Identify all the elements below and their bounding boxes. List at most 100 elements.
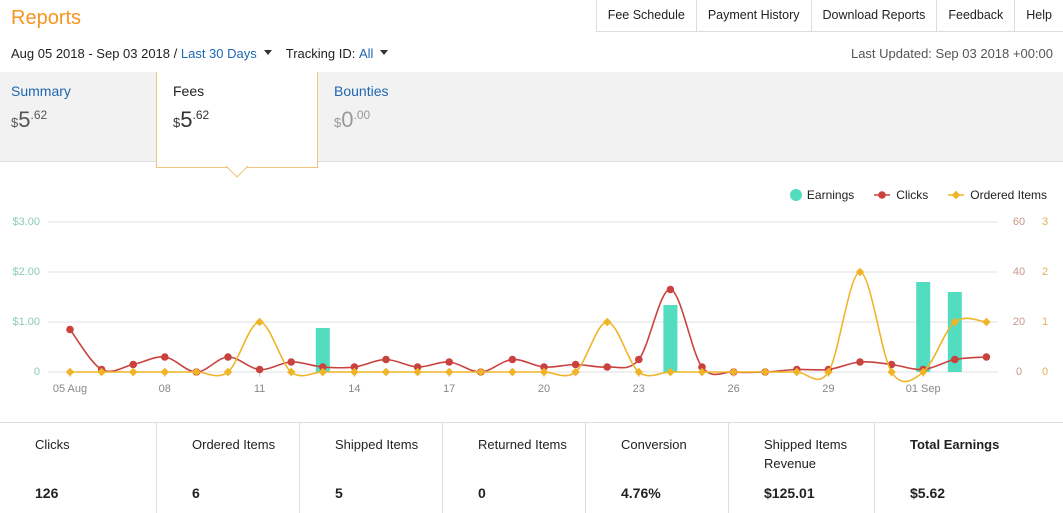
toolbar: Aug 05 2018 - Sep 03 2018 / Last 30 Days… xyxy=(11,46,392,61)
x-tick-label: 14 xyxy=(348,383,360,395)
point-marker xyxy=(97,367,106,377)
legend-label: Earnings xyxy=(806,188,855,202)
currency: $ xyxy=(173,115,181,130)
page-title: Reports xyxy=(11,7,82,29)
stat-cell: Ordered Items 6 xyxy=(157,423,300,513)
point-marker xyxy=(381,367,391,377)
y2-tick-label: 0 xyxy=(1016,366,1022,378)
point-marker xyxy=(602,317,612,327)
legend-item[interactable]: Clicks xyxy=(872,188,928,202)
point-marker xyxy=(760,367,770,377)
stat-label: Shipped Items Revenue xyxy=(764,437,848,471)
point-marker xyxy=(634,367,644,377)
tab[interactable]: Bounties $0.00 xyxy=(334,83,388,133)
x-tick-label: 29 xyxy=(822,383,834,395)
nav-button[interactable]: Feedback xyxy=(936,0,1015,32)
point-marker xyxy=(350,367,359,377)
point-marker xyxy=(855,267,865,277)
point-marker xyxy=(382,355,390,364)
y3-tick-label: 0 xyxy=(1042,366,1048,378)
x-tick-label: 05 Aug xyxy=(53,383,87,395)
point-marker xyxy=(635,355,643,364)
amount-fraction: .00 xyxy=(353,108,371,122)
point-marker xyxy=(319,363,327,371)
legend: Earnings Clicks Ordered Items xyxy=(789,188,1047,202)
period-dropdown[interactable]: Last 30 Days xyxy=(180,46,257,61)
caret xyxy=(263,50,272,55)
nav-button[interactable]: Fee Schedule xyxy=(595,0,696,32)
legend-item[interactable]: Ordered Items xyxy=(946,188,1047,202)
point-marker xyxy=(698,363,706,371)
point-marker xyxy=(255,317,264,327)
y2-tick-label: 40 xyxy=(1013,266,1025,278)
x-tick-label: 11 xyxy=(254,383,265,395)
legend-marker xyxy=(874,191,891,199)
stat-cell: Clicks 126 xyxy=(0,423,157,513)
y2-tick-label: 20 xyxy=(1013,316,1025,328)
stat-value: 6 xyxy=(192,485,200,501)
point-marker xyxy=(603,363,611,371)
point-marker xyxy=(224,353,232,361)
nav-bar: Fee Schedule Payment History Download Re… xyxy=(595,0,1063,32)
legend-item[interactable]: Earnings xyxy=(789,188,854,202)
amount-whole: 5 xyxy=(180,107,193,132)
x-tick-label: 26 xyxy=(727,383,739,395)
currency: $ xyxy=(334,115,342,130)
legend-label: Ordered Items xyxy=(970,188,1047,202)
point-marker xyxy=(255,365,264,374)
point-marker xyxy=(286,367,296,377)
point-marker xyxy=(729,367,738,377)
tab[interactable]: Fees $5.62 xyxy=(173,83,209,133)
stats-row: Clicks 126 Ordered Items 6 Shipped Items 5 Ret… xyxy=(0,422,1063,513)
legend-label: Clicks xyxy=(896,188,929,202)
stat-value: $125.01 xyxy=(764,485,815,501)
series-line xyxy=(69,288,987,376)
x-tick-label: 23 xyxy=(633,383,645,395)
stat-cell: Shipped Items Revenue $125.01 xyxy=(729,423,875,513)
y3-tick-label: 2 xyxy=(1042,266,1048,278)
stat-value: 5 xyxy=(335,485,343,501)
y-tick-label: $3.00 xyxy=(12,216,40,228)
tab-label: Bounties xyxy=(334,83,389,99)
point-marker xyxy=(444,367,454,377)
tracking-dropdown[interactable]: All xyxy=(358,46,374,61)
nav-button[interactable]: Download Reports xyxy=(810,0,937,32)
stat-value: 0 xyxy=(478,485,486,501)
caret xyxy=(380,50,389,55)
point-marker xyxy=(476,367,486,377)
tab[interactable]: Summary $5.62 xyxy=(11,83,71,133)
point-marker xyxy=(445,358,454,366)
currency: $ xyxy=(11,115,19,130)
point-marker xyxy=(413,363,422,371)
point-marker xyxy=(950,317,960,327)
bar xyxy=(916,282,931,372)
point-marker xyxy=(160,367,170,377)
amount-fraction: .62 xyxy=(192,108,210,122)
point-marker xyxy=(65,367,75,377)
point-marker xyxy=(697,367,707,377)
x-tick-label: 20 xyxy=(538,383,550,395)
y-tick-label: 0 xyxy=(34,366,40,378)
nav-button[interactable]: Payment History xyxy=(695,0,811,32)
stat-cell: Returned Items 0 xyxy=(443,423,586,513)
selected-tab-box xyxy=(156,72,318,168)
point-marker xyxy=(571,367,580,377)
tab-amount: $0.00 xyxy=(334,107,388,133)
stat-label: Returned Items xyxy=(478,437,567,452)
tab-amount: $5.62 xyxy=(11,107,71,133)
tracking-label: Tracking ID: xyxy=(285,46,356,61)
point-marker xyxy=(540,363,548,371)
stat-value: 4.76% xyxy=(621,485,661,501)
amount-whole: 5 xyxy=(18,107,31,132)
point-marker xyxy=(508,367,517,377)
nav-button[interactable]: Help xyxy=(1014,0,1063,32)
point-marker xyxy=(887,367,896,377)
tab-amount: $5.62 xyxy=(173,107,209,133)
point-marker xyxy=(824,367,833,377)
point-marker xyxy=(571,360,580,369)
amount-whole: 0 xyxy=(341,107,354,132)
stat-value: 126 xyxy=(35,485,59,501)
point-marker xyxy=(287,358,296,366)
